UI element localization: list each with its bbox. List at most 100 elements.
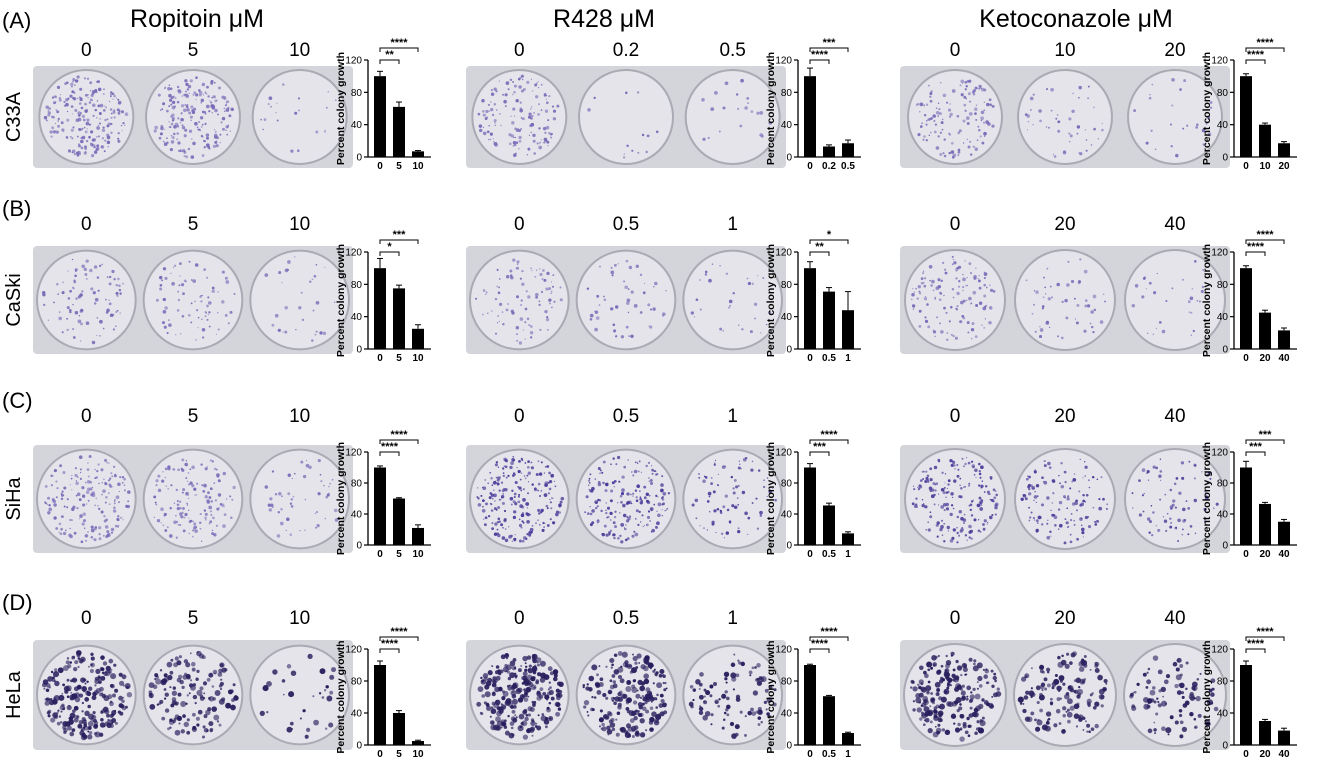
colony bbox=[956, 665, 963, 671]
colony bbox=[738, 324, 740, 326]
colony bbox=[723, 537, 726, 539]
colony bbox=[185, 94, 189, 98]
colony bbox=[109, 93, 113, 96]
colony bbox=[972, 665, 979, 672]
x-tick-label: 0.5 bbox=[841, 161, 855, 172]
y-tick-label: 0 bbox=[356, 741, 362, 752]
colony bbox=[966, 695, 969, 698]
colony bbox=[657, 502, 662, 507]
colony bbox=[662, 312, 666, 316]
colony bbox=[203, 269, 205, 271]
colony bbox=[632, 653, 634, 656]
colony bbox=[526, 519, 530, 524]
bar bbox=[842, 143, 854, 157]
colony bbox=[1066, 708, 1070, 712]
colony bbox=[1177, 518, 1181, 523]
colony bbox=[666, 507, 669, 510]
x-tick-label: 5 bbox=[396, 749, 402, 760]
colony bbox=[181, 314, 185, 318]
colony bbox=[955, 270, 958, 272]
colony bbox=[490, 706, 494, 710]
colony bbox=[933, 503, 936, 506]
colony bbox=[206, 318, 209, 321]
colony bbox=[214, 131, 217, 133]
colony bbox=[80, 146, 84, 150]
colony bbox=[163, 697, 167, 700]
colony bbox=[524, 665, 528, 669]
colony bbox=[548, 132, 551, 135]
colony bbox=[1138, 513, 1143, 517]
colony bbox=[1186, 124, 1189, 127]
colony bbox=[523, 688, 528, 693]
colony bbox=[747, 102, 749, 105]
colony bbox=[928, 264, 933, 269]
colony bbox=[526, 80, 530, 85]
colony bbox=[939, 676, 944, 681]
colony bbox=[101, 493, 103, 496]
colony bbox=[525, 714, 529, 717]
colony bbox=[213, 133, 218, 138]
colony bbox=[180, 333, 182, 335]
colony bbox=[1098, 506, 1103, 511]
colony bbox=[495, 461, 499, 464]
colony bbox=[159, 287, 163, 291]
colony bbox=[944, 482, 946, 484]
colony bbox=[1094, 520, 1097, 523]
colony bbox=[108, 503, 111, 505]
colony bbox=[542, 521, 545, 525]
colony bbox=[70, 128, 74, 132]
colony bbox=[951, 496, 954, 499]
colony bbox=[520, 128, 523, 130]
colony bbox=[1146, 679, 1152, 685]
colony bbox=[521, 505, 525, 509]
colony bbox=[617, 702, 622, 707]
colony bbox=[1160, 686, 1166, 693]
colony bbox=[93, 146, 96, 149]
colony bbox=[268, 96, 273, 101]
colony bbox=[608, 691, 612, 695]
colony bbox=[1048, 326, 1051, 329]
colony bbox=[717, 704, 721, 708]
colony bbox=[162, 297, 166, 302]
colony bbox=[937, 135, 940, 138]
colony bbox=[510, 115, 512, 117]
colony bbox=[87, 475, 90, 478]
colony bbox=[967, 734, 971, 738]
colony bbox=[291, 727, 294, 731]
colony bbox=[1092, 294, 1097, 299]
colony bbox=[973, 662, 976, 666]
colony bbox=[969, 100, 972, 103]
colony bbox=[482, 505, 484, 508]
colony bbox=[543, 526, 545, 528]
bar bbox=[393, 106, 405, 157]
colony bbox=[982, 527, 986, 531]
colony bbox=[104, 709, 110, 715]
colony bbox=[1053, 678, 1060, 685]
panel-label: (C) bbox=[2, 388, 33, 413]
colony bbox=[516, 266, 520, 270]
colony bbox=[938, 108, 941, 111]
colony bbox=[494, 297, 498, 301]
colony bbox=[927, 528, 931, 532]
colony bbox=[624, 285, 628, 289]
colony bbox=[505, 653, 509, 657]
colony bbox=[181, 150, 184, 153]
colony bbox=[55, 130, 59, 134]
colony bbox=[610, 489, 614, 493]
colony bbox=[1087, 525, 1092, 529]
colony bbox=[155, 678, 162, 685]
colony bbox=[1181, 533, 1184, 536]
colony bbox=[526, 465, 530, 469]
colony bbox=[661, 514, 664, 517]
colony bbox=[87, 730, 90, 733]
colony bbox=[516, 467, 518, 469]
colony bbox=[980, 87, 985, 92]
colony bbox=[942, 93, 947, 98]
colony bbox=[982, 668, 986, 672]
colony bbox=[488, 124, 491, 127]
colony bbox=[594, 681, 600, 687]
colony bbox=[66, 678, 70, 682]
colony bbox=[1041, 307, 1044, 310]
colony bbox=[84, 710, 90, 717]
colony bbox=[281, 679, 286, 683]
